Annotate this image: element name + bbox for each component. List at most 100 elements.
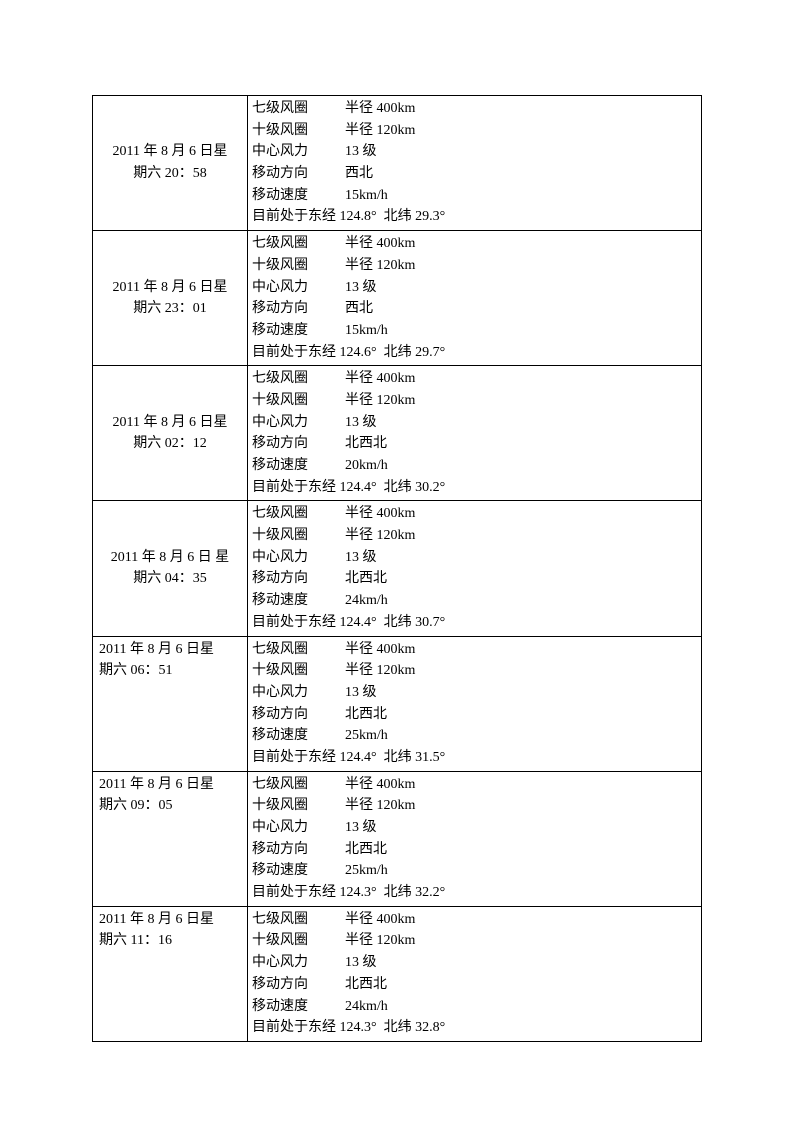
latitude-value: 30.7° (415, 615, 445, 630)
position-mid: 北纬 (384, 750, 412, 765)
center-force-line: 中心风力13 级 (252, 817, 695, 839)
speed-value: 15km/h (327, 320, 388, 342)
seven-wind-value: 半径 400km (327, 503, 415, 525)
center-force-value: 13 级 (327, 412, 377, 434)
seven-wind-value: 半径 400km (327, 909, 415, 931)
ten-wind-line: 十级风圈半径 120km (252, 390, 695, 412)
ten-wind-label: 十级风圈 (252, 120, 327, 142)
latitude-value: 29.7° (415, 345, 445, 360)
ten-wind-label: 十级风圈 (252, 525, 327, 547)
center-force-label: 中心风力 (252, 817, 327, 839)
position-mid: 北纬 (384, 885, 412, 900)
position-mid: 北纬 (384, 480, 412, 495)
latitude-value: 31.5° (415, 750, 445, 765)
datetime-cell: 2011 年 8 月 6 日星期六 20：58 (93, 96, 248, 231)
position-line: 目前处于东经 124.3° 北纬 32.2° (252, 882, 695, 904)
seven-wind-line: 七级风圈半径 400km (252, 774, 695, 796)
ten-wind-label: 十级风圈 (252, 930, 327, 952)
position-mid: 北纬 (384, 615, 412, 630)
ten-wind-line: 十级风圈半径 120km (252, 660, 695, 682)
seven-wind-value: 半径 400km (327, 639, 415, 661)
ten-wind-value: 半径 120km (327, 930, 415, 952)
speed-label: 移动速度 (252, 320, 327, 342)
seven-wind-line: 七级风圈半径 400km (252, 233, 695, 255)
center-force-value: 13 级 (327, 817, 377, 839)
direction-value: 北西北 (327, 974, 387, 996)
speed-value: 25km/h (327, 860, 388, 882)
ten-wind-value: 半径 120km (327, 660, 415, 682)
typhoon-data-table: 2011 年 8 月 6 日星期六 20：58七级风圈半径 400km十级风圈半… (92, 95, 702, 1042)
speed-label: 移动速度 (252, 455, 327, 477)
seven-wind-line: 七级风圈半径 400km (252, 503, 695, 525)
seven-wind-label: 七级风圈 (252, 233, 327, 255)
speed-value: 25km/h (327, 725, 388, 747)
seven-wind-label: 七级风圈 (252, 98, 327, 120)
position-prefix: 目前处于东经 (252, 750, 336, 765)
direction-label: 移动方向 (252, 704, 327, 726)
datetime-line1: 2011 年 8 月 6 日 星 (99, 547, 241, 569)
data-cell: 七级风圈半径 400km十级风圈半径 120km中心风力13 级移动方向北西北移… (248, 501, 702, 636)
center-force-line: 中心风力13 级 (252, 141, 695, 163)
speed-label: 移动速度 (252, 590, 327, 612)
seven-wind-value: 半径 400km (327, 368, 415, 390)
ten-wind-line: 十级风圈半径 120km (252, 525, 695, 547)
datetime-line1: 2011 年 8 月 6 日星 (99, 774, 241, 796)
seven-wind-line: 七级风圈半径 400km (252, 98, 695, 120)
speed-label: 移动速度 (252, 725, 327, 747)
ten-wind-value: 半径 120km (327, 795, 415, 817)
datetime-line2: 期六 02：12 (99, 433, 241, 455)
position-prefix: 目前处于东经 (252, 345, 336, 360)
table-row: 2011 年 8 月 6 日星期六 20：58七级风圈半径 400km十级风圈半… (93, 96, 702, 231)
center-force-label: 中心风力 (252, 141, 327, 163)
seven-wind-line: 七级风圈半径 400km (252, 639, 695, 661)
speed-label: 移动速度 (252, 185, 327, 207)
position-prefix: 目前处于东经 (252, 615, 336, 630)
ten-wind-line: 十级风圈半径 120km (252, 930, 695, 952)
ten-wind-line: 十级风圈半径 120km (252, 795, 695, 817)
datetime-line1: 2011 年 8 月 6 日星 (99, 141, 241, 163)
speed-label: 移动速度 (252, 860, 327, 882)
direction-label: 移动方向 (252, 568, 327, 590)
ten-wind-label: 十级风圈 (252, 255, 327, 277)
datetime-line2: 期六 06：51 (99, 660, 241, 682)
direction-label: 移动方向 (252, 974, 327, 996)
ten-wind-line: 十级风圈半径 120km (252, 255, 695, 277)
ten-wind-value: 半径 120km (327, 390, 415, 412)
speed-line: 移动速度25km/h (252, 725, 695, 747)
direction-label: 移动方向 (252, 839, 327, 861)
seven-wind-label: 七级风圈 (252, 774, 327, 796)
center-force-value: 13 级 (327, 952, 377, 974)
position-line: 目前处于东经 124.4° 北纬 31.5° (252, 747, 695, 769)
speed-line: 移动速度15km/h (252, 185, 695, 207)
datetime-line2: 期六 20：58 (99, 163, 241, 185)
table-row: 2011 年 8 月 6 日 星期六 04：35七级风圈半径 400km十级风圈… (93, 501, 702, 636)
ten-wind-line: 十级风圈半径 120km (252, 120, 695, 142)
table-row: 2011 年 8 月 6 日星期六 02：12七级风圈半径 400km十级风圈半… (93, 366, 702, 501)
direction-label: 移动方向 (252, 433, 327, 455)
datetime-cell: 2011 年 8 月 6 日星期六 11：16 (93, 906, 248, 1041)
datetime-line1: 2011 年 8 月 6 日星 (99, 277, 241, 299)
data-cell: 七级风圈半径 400km十级风圈半径 120km中心风力13 级移动方向北西北移… (248, 771, 702, 906)
seven-wind-label: 七级风圈 (252, 503, 327, 525)
center-force-label: 中心风力 (252, 682, 327, 704)
direction-line: 移动方向西北 (252, 298, 695, 320)
center-force-label: 中心风力 (252, 277, 327, 299)
center-force-label: 中心风力 (252, 547, 327, 569)
ten-wind-label: 十级风圈 (252, 660, 327, 682)
direction-line: 移动方向北西北 (252, 839, 695, 861)
table-row: 2011 年 8 月 6 日星期六 11：16七级风圈半径 400km十级风圈半… (93, 906, 702, 1041)
direction-value: 西北 (327, 298, 373, 320)
position-line: 目前处于东经 124.4° 北纬 30.2° (252, 477, 695, 499)
table-row: 2011 年 8 月 6 日星期六 06：51七级风圈半径 400km十级风圈半… (93, 636, 702, 771)
longitude-value: 124.4° (340, 750, 377, 765)
direction-line: 移动方向北西北 (252, 974, 695, 996)
datetime-cell: 2011 年 8 月 6 日 星期六 04：35 (93, 501, 248, 636)
center-force-line: 中心风力13 级 (252, 547, 695, 569)
data-cell: 七级风圈半径 400km十级风圈半径 120km中心风力13 级移动方向西北移动… (248, 96, 702, 231)
position-prefix: 目前处于东经 (252, 480, 336, 495)
data-cell: 七级风圈半径 400km十级风圈半径 120km中心风力13 级移动方向北西北移… (248, 636, 702, 771)
direction-line: 移动方向西北 (252, 163, 695, 185)
center-force-label: 中心风力 (252, 952, 327, 974)
data-cell: 七级风圈半径 400km十级风圈半径 120km中心风力13 级移动方向北西北移… (248, 906, 702, 1041)
seven-wind-value: 半径 400km (327, 233, 415, 255)
